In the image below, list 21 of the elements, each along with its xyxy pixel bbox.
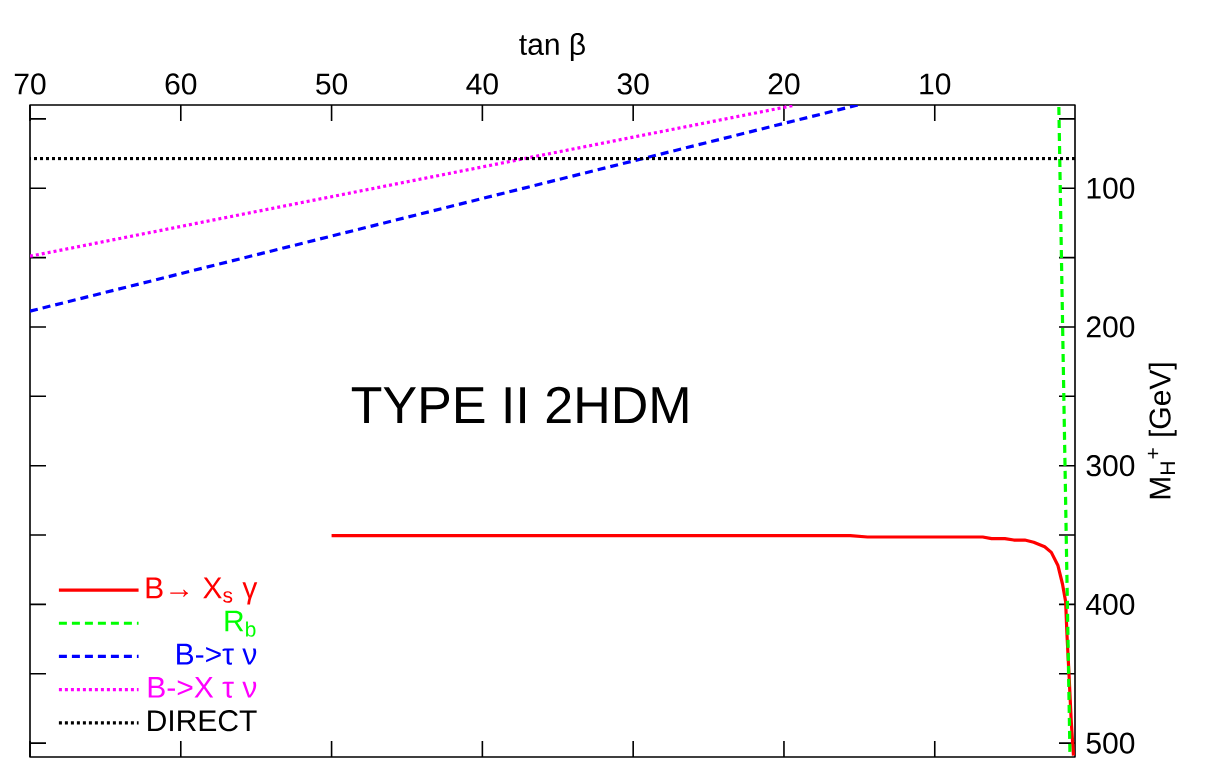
legend-label: B->τ ν <box>177 643 257 665</box>
x-tick-label: 10 <box>920 73 951 95</box>
y-tick-label: 400 <box>1086 593 1135 616</box>
y-tick-label: 100 <box>1087 177 1135 199</box>
x-tick-label: 40 <box>466 73 498 95</box>
legend-label: B->X τ ν <box>148 676 257 698</box>
line-series <box>329 534 1075 757</box>
x-tick-label: 70 <box>14 73 46 95</box>
x-tick-label: 20 <box>768 73 800 95</box>
y-tick-label: 500 <box>1086 732 1135 754</box>
y-axis-title: M$_{H}$$^{+}$ [GeV] <box>1147 363 1177 499</box>
x-tick-label: 50 <box>316 73 348 95</box>
annotation: TYPE II 2HDM <box>351 386 688 424</box>
x-tick-label: 30 <box>617 73 649 95</box>
legend-label: B→ X$_{s}$ γ <box>146 577 258 605</box>
y-tick-label: 300 <box>1086 455 1135 477</box>
legend-label: DIRECT <box>148 710 257 732</box>
y-tick-label: 200 <box>1086 316 1135 338</box>
x-axis-title: tan β <box>519 33 585 61</box>
x-tick-label: 60 <box>165 73 197 95</box>
text: R$_{b}$ <box>225 610 256 637</box>
